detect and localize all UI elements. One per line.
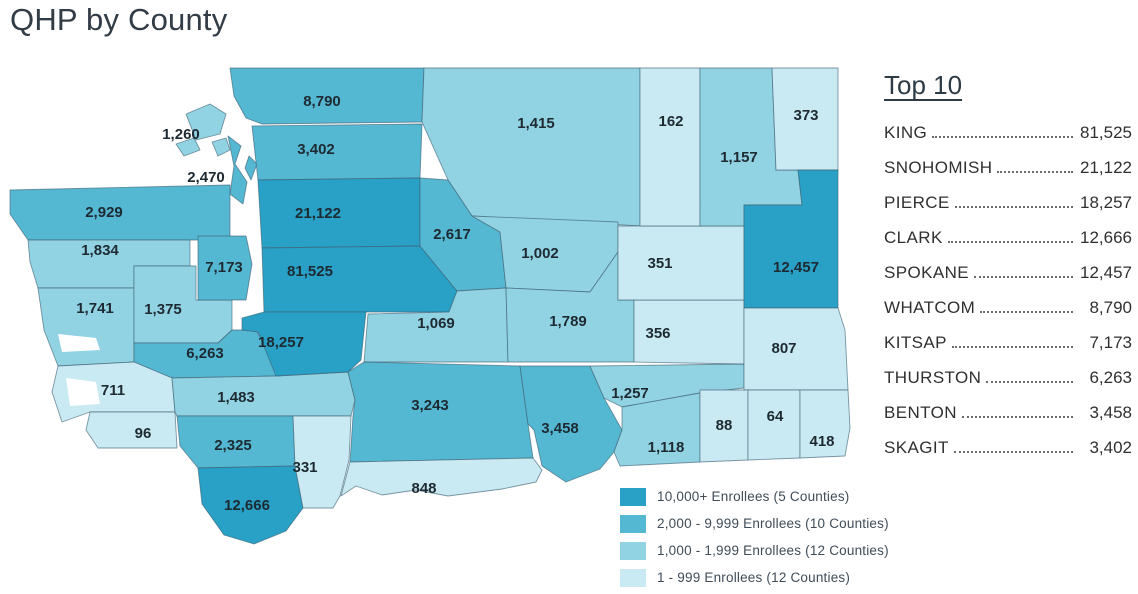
county-shape-ferry[interactable] — [639, 67, 701, 227]
top10-county-value: 21,122 — [1080, 158, 1132, 177]
county-shape-island[interactable] — [244, 155, 258, 181]
top10-row: KING 81,525 — [884, 123, 1132, 143]
top10-county-name: THURSTON — [884, 368, 982, 387]
top10-county-value: 12,457 — [1080, 263, 1132, 282]
dot-leader — [997, 171, 1073, 173]
county-shape-lincoln[interactable] — [617, 225, 745, 301]
top10-county-name: BENTON — [884, 403, 957, 422]
page-title: QHP by County — [10, 2, 228, 37]
top10-county-name: WHATCOM — [884, 298, 976, 317]
legend-label: 1 - 999 Enrollees (12 Counties) — [657, 570, 851, 585]
water-inlet — [58, 334, 100, 352]
county-shape-snohomish[interactable] — [257, 177, 421, 249]
top10-county-value: 8,790 — [1089, 298, 1132, 317]
top10-county-name: SNOHOMISH — [884, 158, 993, 177]
legend-label: 2,000 - 9,999 Enrollees (10 Counties) — [657, 516, 889, 531]
top10-county-name: KING — [884, 123, 928, 142]
legend-item[interactable]: 2,000 - 9,999 Enrollees (10 Counties) — [620, 510, 889, 537]
top10-row: KITSAP 7,173 — [884, 333, 1132, 353]
top10-row: SNOHOMISH 21,122 — [884, 158, 1132, 178]
county-shape-san-juan[interactable] — [211, 137, 231, 157]
county-shape-san-juan[interactable] — [185, 103, 227, 141]
top10-county-value: 3,458 — [1089, 403, 1132, 422]
top10-row: SPOKANE 12,457 — [884, 263, 1132, 283]
legend-swatch — [620, 541, 646, 560]
map-legend: 10,000+ Enrollees (5 Counties) 2,000 - 9,… — [620, 483, 889, 591]
county-shape-garfield[interactable] — [747, 389, 801, 461]
county-shape-cowlitz[interactable] — [176, 415, 296, 469]
top10-county-name: SKAGIT — [884, 438, 949, 457]
dot-leader — [953, 451, 1073, 453]
county-value-label-island: 2,470 — [187, 169, 225, 186]
legend-item[interactable]: 10,000+ Enrollees (5 Counties) — [620, 483, 889, 510]
top10-row: WHATCOM 8,790 — [884, 298, 1132, 318]
county-shape-pend-oreille[interactable] — [771, 67, 839, 171]
dot-leader — [961, 416, 1073, 418]
top10-county-name: KITSAP — [884, 333, 947, 352]
legend-item[interactable]: 1 - 999 Enrollees (12 Counties) — [620, 564, 889, 591]
county-shape-lewis[interactable] — [171, 371, 356, 417]
county-shape-whatcom[interactable] — [229, 67, 425, 125]
county-shape-san-juan[interactable] — [175, 137, 201, 157]
top10-row: PIERCE 18,257 — [884, 193, 1132, 213]
top10-row: CLARK 12,666 — [884, 228, 1132, 248]
county-shape-clallam[interactable] — [9, 184, 231, 241]
top10-county-name: SPOKANE — [884, 263, 969, 282]
dot-leader — [951, 346, 1073, 348]
top10-panel: Top 10 KING 81,525 SNOHOMISH 21,122 PIERCE 18… — [884, 70, 1132, 473]
county-shape-skamania[interactable] — [292, 415, 352, 509]
top10-county-value: 81,525 — [1080, 123, 1132, 142]
dot-leader — [954, 206, 1073, 208]
county-shape-klickitat[interactable] — [340, 457, 543, 497]
legend-swatch — [620, 514, 646, 533]
legend-swatch — [620, 487, 646, 506]
top10-list: KING 81,525 SNOHOMISH 21,122 PIERCE 18,257 CLA… — [884, 123, 1132, 458]
county-shape-columbia[interactable] — [699, 389, 749, 463]
legend-swatch — [620, 568, 646, 587]
county-shape-kitsap[interactable] — [197, 235, 253, 301]
legend-label: 10,000+ Enrollees (5 Counties) — [657, 489, 850, 504]
county-shape-clark[interactable] — [197, 465, 304, 545]
top10-county-value: 7,173 — [1089, 333, 1132, 352]
top10-title: Top 10 — [884, 70, 963, 100]
water-inlet — [66, 378, 100, 406]
top10-row: SKAGIT 3,402 — [884, 438, 1132, 458]
dot-leader — [974, 276, 1073, 278]
county-shape-wahkiakum[interactable] — [85, 411, 178, 449]
top10-county-name: PIERCE — [884, 193, 950, 212]
county-shape-skagit[interactable] — [251, 123, 423, 181]
legend-item[interactable]: 1,000 - 1,999 Enrollees (12 Counties) — [620, 537, 889, 564]
top10-row: THURSTON 6,263 — [884, 368, 1132, 388]
dot-leader — [980, 311, 1073, 313]
top10-county-value: 18,257 — [1080, 193, 1132, 212]
legend-label: 1,000 - 1,999 Enrollees (12 Counties) — [657, 543, 889, 558]
county-shape-grays-harbor[interactable] — [37, 287, 135, 367]
county-shape-whitman[interactable] — [743, 307, 849, 391]
county-shape-yakima[interactable] — [347, 361, 534, 463]
dot-leader — [986, 381, 1073, 383]
top10-county-value: 12,666 — [1080, 228, 1132, 247]
county-shape-asotin[interactable] — [799, 389, 851, 459]
top10-county-value: 6,263 — [1089, 368, 1132, 387]
county-shape-adams[interactable] — [633, 299, 745, 365]
top10-row: BENTON 3,458 — [884, 403, 1132, 423]
dot-leader — [947, 241, 1073, 243]
dot-leader — [932, 136, 1073, 138]
top10-county-name: CLARK — [884, 228, 943, 247]
county-shape-island[interactable] — [227, 135, 248, 205]
top10-county-value: 3,402 — [1089, 438, 1132, 457]
